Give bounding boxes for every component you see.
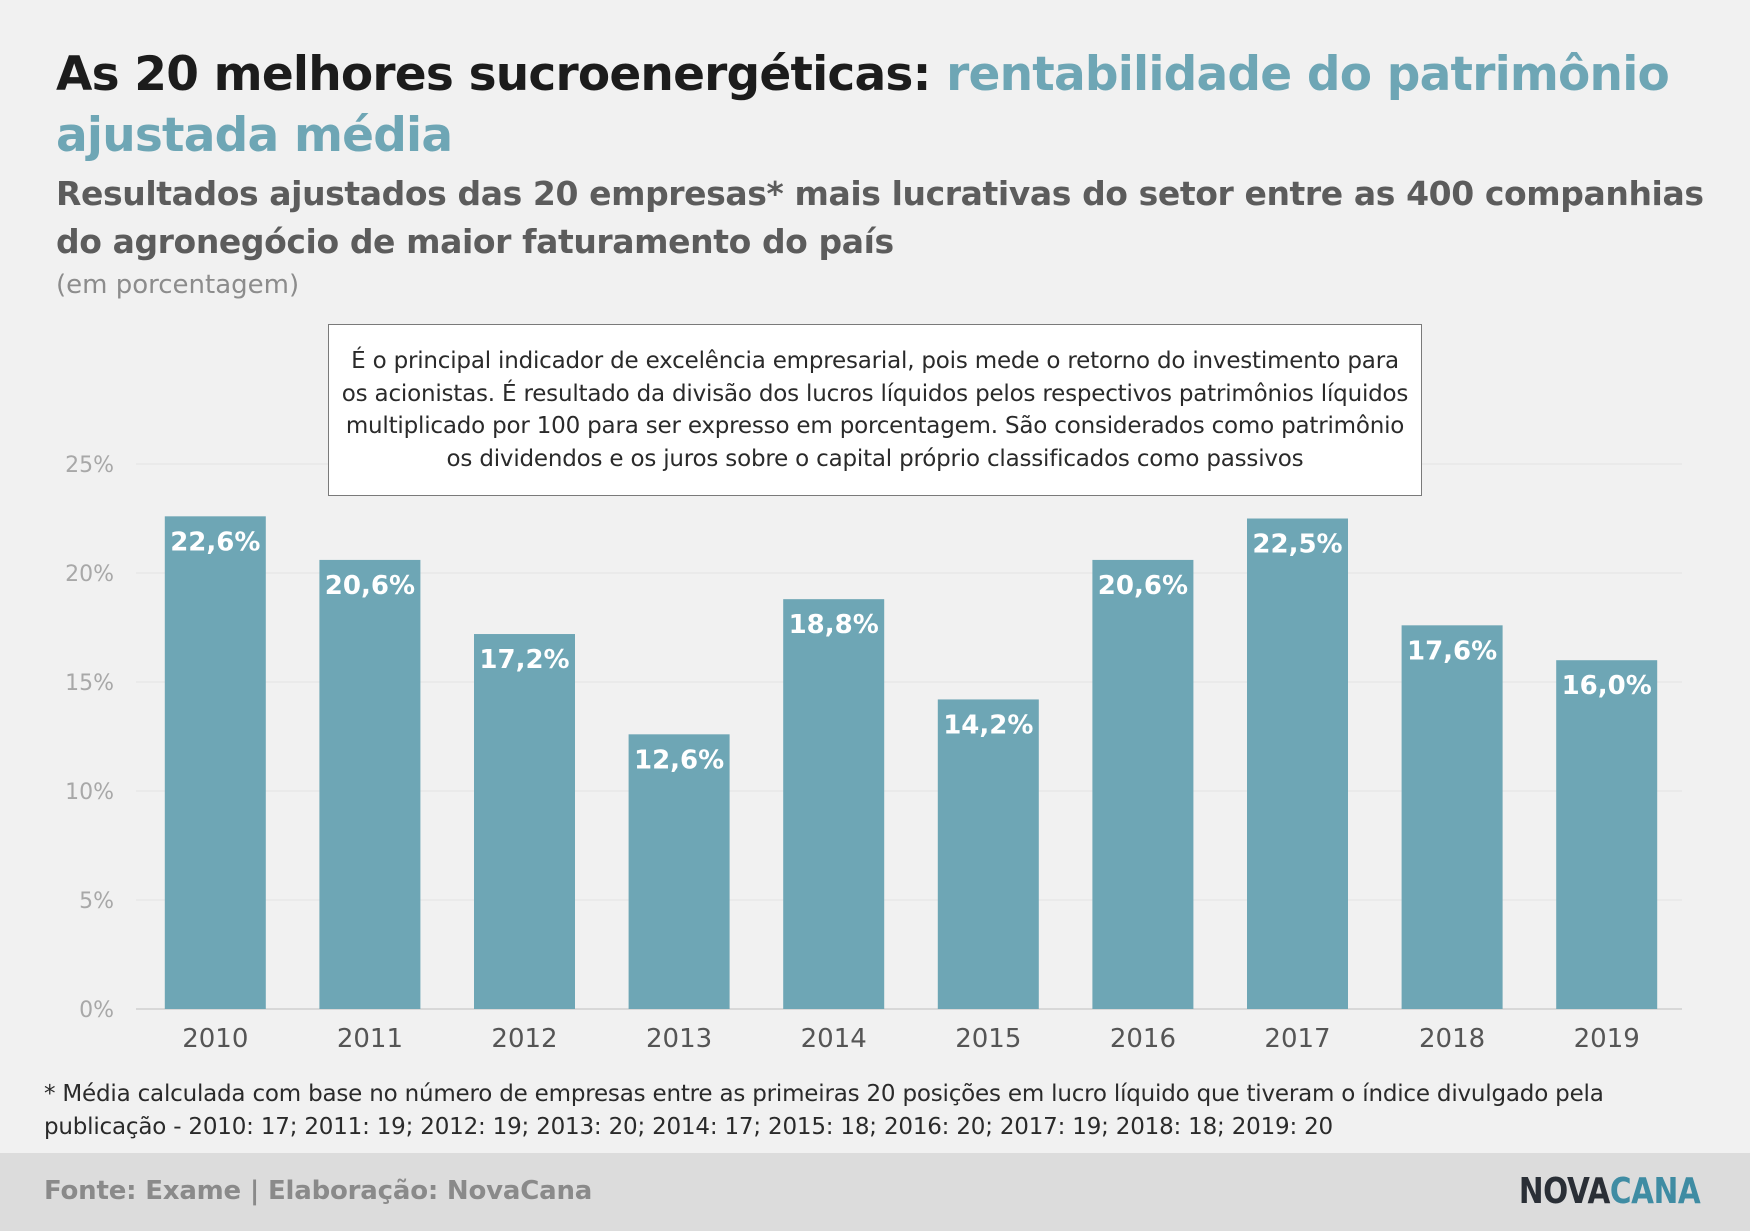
bar-value-label: 14,2% bbox=[943, 710, 1033, 740]
x-axis-ticks: 2010 2011 2012 2013 2014 2015 2016 2017 2018 2019 bbox=[182, 1024, 1640, 1054]
bar-value-label: 20,6% bbox=[325, 571, 415, 601]
bar-value-label: 17,2% bbox=[479, 645, 569, 675]
x-tick-label: 2016 bbox=[1110, 1024, 1176, 1054]
bar bbox=[1556, 660, 1658, 1009]
x-tick-label: 2019 bbox=[1574, 1024, 1640, 1054]
x-tick-label: 2011 bbox=[337, 1024, 403, 1054]
logo-part-cana: CANA bbox=[1609, 1171, 1701, 1212]
x-tick-label: 2014 bbox=[801, 1024, 867, 1054]
bar-value-label: 16,0% bbox=[1562, 671, 1652, 701]
bar bbox=[783, 599, 885, 1009]
y-tick-label: 10% bbox=[65, 780, 114, 805]
y-tick-label: 5% bbox=[79, 889, 114, 914]
novacana-logo: NOVACANA bbox=[1518, 1171, 1701, 1212]
y-tick-label: 25% bbox=[65, 453, 114, 478]
logo-part-nova: NOVA bbox=[1518, 1171, 1610, 1212]
bars: 22,6% 20,6% 17,2% 12,6% 18,8% 14,2% 20,6% 22,5%… bbox=[164, 516, 1658, 1009]
chart-title-accent: rentabilidade do patrimônio ajustada méd… bbox=[56, 47, 1670, 163]
bar bbox=[1401, 625, 1503, 1009]
bar-value-label: 17,6% bbox=[1407, 636, 1497, 666]
y-tick-label: 15% bbox=[65, 671, 114, 696]
x-tick-label: 2018 bbox=[1419, 1024, 1485, 1054]
x-tick-label: 2013 bbox=[646, 1024, 712, 1054]
chart-subtitle: Resultados ajustados das 20 empresas* ma… bbox=[56, 174, 1704, 261]
bar-value-label: 12,6% bbox=[634, 745, 724, 775]
bar bbox=[474, 634, 575, 1009]
y-tick-label: 0% bbox=[79, 998, 114, 1023]
y-tick-label: 20% bbox=[65, 562, 114, 587]
bar bbox=[937, 699, 1039, 1009]
unit-label: (em porcentagem) bbox=[56, 270, 300, 300]
bar-value-label: 18,8% bbox=[789, 610, 879, 640]
x-tick-label: 2012 bbox=[491, 1024, 557, 1054]
chart-title-main: As 20 melhores sucroenergéticas: bbox=[56, 47, 947, 102]
bar bbox=[164, 516, 266, 1009]
footer-bar: Fonte: Exame | Elaboração: NovaCana NOVA… bbox=[0, 1153, 1750, 1231]
source-credit: Fonte: Exame | Elaboração: NovaCana bbox=[44, 1176, 593, 1206]
bar bbox=[628, 734, 730, 1009]
x-tick-label: 2015 bbox=[955, 1024, 1021, 1054]
x-tick-label: 2010 bbox=[182, 1024, 248, 1054]
footnote: * Média calculada com base no número de … bbox=[44, 1081, 1604, 1140]
x-tick-label: 2017 bbox=[1264, 1024, 1330, 1054]
definition-note-text: É o principal indicador de excelência em… bbox=[341, 348, 1409, 472]
bar-value-label: 22,5% bbox=[1252, 530, 1342, 560]
bar-value-label: 22,6% bbox=[170, 527, 260, 557]
bar-chart: 0% 5% 10% 15% 20% 25% 22,6% 20,6% 17,2% 12,6% 18,… bbox=[65, 453, 1682, 1054]
bar bbox=[319, 559, 421, 1009]
y-axis-ticks: 0% 5% 10% 15% 20% 25% bbox=[65, 453, 114, 1023]
definition-note-box: É o principal indicador de excelência em… bbox=[328, 324, 1422, 496]
bar bbox=[1092, 559, 1194, 1009]
chart-title: As 20 melhores sucroenergéticas: rentabi… bbox=[56, 44, 1716, 166]
bar-value-label: 20,6% bbox=[1098, 571, 1188, 601]
bar bbox=[1247, 518, 1348, 1009]
